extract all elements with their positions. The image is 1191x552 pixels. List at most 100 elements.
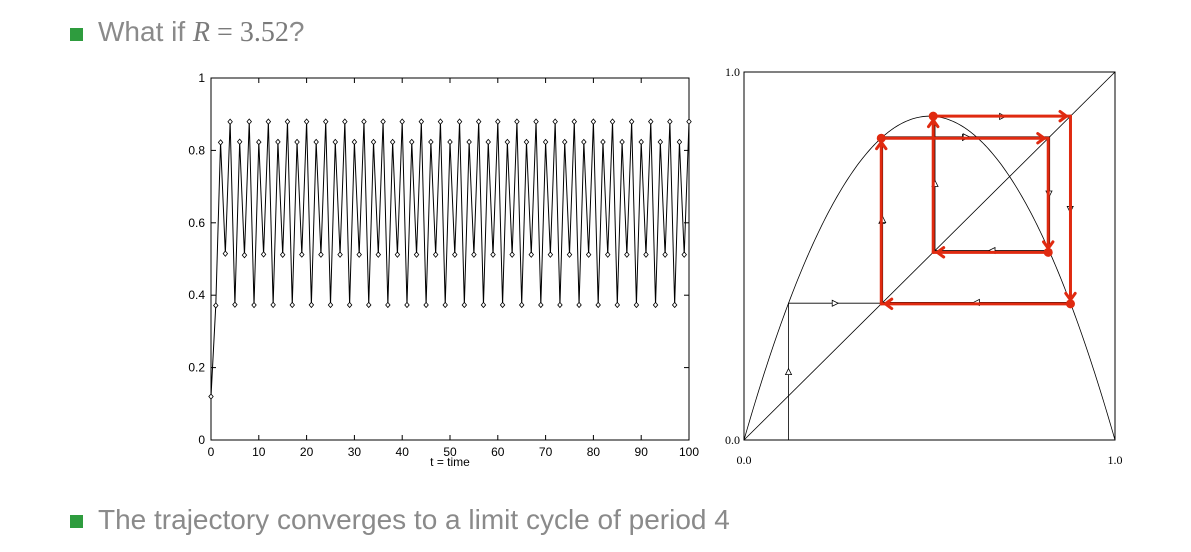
trajectory-point xyxy=(236,138,243,145)
y-tick-label: 1 xyxy=(198,71,205,85)
trajectory-point xyxy=(671,301,678,309)
trajectory-point xyxy=(294,138,300,146)
trajectory-point xyxy=(490,251,496,258)
trajectory-point xyxy=(332,138,339,146)
trajectory-point xyxy=(480,301,487,309)
trajectory-point xyxy=(518,301,525,309)
trajectory-point xyxy=(356,251,362,258)
trajectory-point xyxy=(638,138,644,146)
trajectory-point xyxy=(361,118,367,125)
trajectory-point xyxy=(232,301,238,308)
trajectory-point xyxy=(624,251,630,258)
trajectory-point xyxy=(509,251,515,258)
trajectory-point xyxy=(514,118,520,125)
trajectory-point xyxy=(437,118,444,125)
trajectory-point xyxy=(270,301,276,309)
trajectory-point xyxy=(442,301,448,309)
trajectory-point xyxy=(609,118,616,125)
trajectory-point xyxy=(423,301,429,309)
trajectory-point xyxy=(366,301,372,309)
trajectory-point xyxy=(260,251,267,258)
cobweb-arrow xyxy=(784,367,793,376)
trajectory-point xyxy=(686,118,692,125)
trajectory-point xyxy=(648,118,654,125)
y-tick-label: 0.6 xyxy=(188,216,205,230)
bullet-conclusion xyxy=(70,515,83,528)
trajectory-point xyxy=(394,251,401,258)
trajectory-point xyxy=(676,138,683,146)
trajectory-point xyxy=(619,138,625,146)
y-tick-label: 0.2 xyxy=(188,361,205,375)
trajectory-point xyxy=(327,301,334,309)
trajectory-point xyxy=(542,138,549,146)
x-tick-label: 80 xyxy=(587,445,601,459)
cycle-arrowhead xyxy=(883,297,894,311)
trajectory-point xyxy=(428,138,434,146)
trajectory-point xyxy=(547,251,554,258)
trajectory-point xyxy=(265,118,272,125)
conclusion-line: The trajectory converges to a limit cycl… xyxy=(98,504,730,535)
trajectory-point xyxy=(213,302,219,309)
trajectory-point xyxy=(504,138,511,146)
x-tick-label: 20 xyxy=(300,445,314,459)
x-tick-label: 100 xyxy=(679,445,699,459)
trajectory-point xyxy=(495,118,501,125)
trajectory-point xyxy=(299,251,305,258)
trajectory-point xyxy=(251,301,257,309)
x-tick-label: 50 xyxy=(443,445,457,459)
trajectory-point xyxy=(667,118,673,125)
trajectory-point xyxy=(409,138,415,146)
trajectory-point xyxy=(432,251,439,258)
question-eq: = xyxy=(210,17,240,48)
x-tick-label: 0 xyxy=(208,445,215,459)
trajectory-point xyxy=(313,138,319,146)
trajectory-point xyxy=(557,301,563,309)
trajectory-point xyxy=(461,301,468,309)
trajectory-point xyxy=(471,251,477,258)
trajectory-point xyxy=(342,118,348,125)
trajectory-point xyxy=(385,301,391,309)
trajectory-point xyxy=(275,138,281,146)
trajectory-point xyxy=(246,118,252,125)
trajectory-point xyxy=(241,251,248,259)
question-line: What if R = 3.52? xyxy=(98,16,304,49)
x-tick-label: 90 xyxy=(635,445,649,459)
trajectory-point xyxy=(346,301,353,309)
x-tick-label: 60 xyxy=(491,445,505,459)
bullet-question xyxy=(70,28,83,41)
x-axis-label: t = time xyxy=(430,455,470,469)
cobweb-x-tick-label: 0.0 xyxy=(737,453,752,467)
cycle-arrowhead xyxy=(935,246,946,259)
x-tick-label: 40 xyxy=(396,445,410,459)
trajectory-point xyxy=(533,118,539,125)
trajectory-point xyxy=(552,118,558,125)
cobweb-arrow xyxy=(831,299,840,307)
cobweb-y-tick-label: 0.0 xyxy=(725,433,740,447)
cycle-point xyxy=(1065,299,1075,309)
x-tick-label: 30 xyxy=(348,445,362,459)
cycle-point xyxy=(1043,247,1053,257)
trajectory-point xyxy=(447,138,453,146)
trajectory-point xyxy=(643,251,649,258)
trajectory-point xyxy=(605,251,611,258)
trajectory-point xyxy=(600,138,606,146)
trajectory-point xyxy=(499,301,506,309)
trajectory-point xyxy=(370,138,377,146)
trajectory-point xyxy=(466,138,472,146)
trajectory-point xyxy=(337,251,343,258)
question-prefix: What if xyxy=(98,16,193,47)
trajectory-point xyxy=(566,251,573,258)
trajectory-point xyxy=(375,251,382,258)
trajectory-point xyxy=(590,118,597,125)
trajectory-point xyxy=(485,138,491,146)
trajectory-point xyxy=(633,301,640,309)
trajectory-point xyxy=(217,139,224,146)
y-tick-label: 0.4 xyxy=(188,288,205,302)
question-suffix: ? xyxy=(288,16,305,47)
trajectory-point xyxy=(284,118,291,125)
trajectory-point xyxy=(561,138,568,146)
trajectory-point xyxy=(399,118,405,125)
trajectory-point xyxy=(585,251,592,258)
